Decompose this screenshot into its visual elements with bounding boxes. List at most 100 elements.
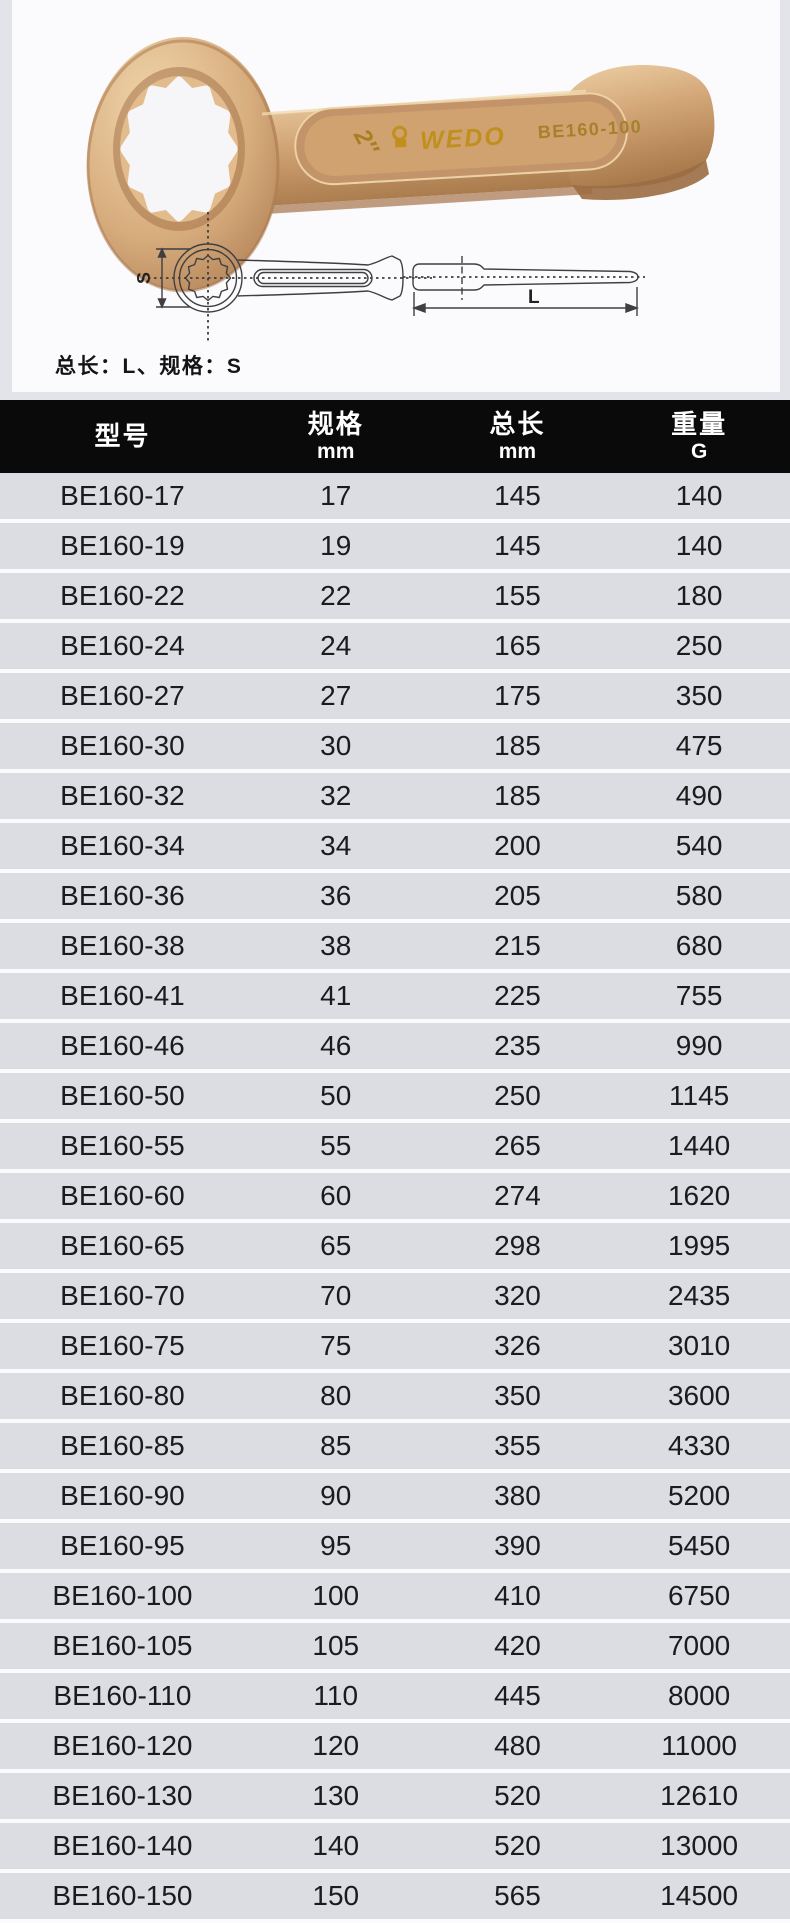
spec-cell: 38 — [320, 930, 352, 961]
table-body: BE160-17 17 145 140 BE160-19 19 145 140 BE160-22… — [0, 473, 790, 1923]
weight-cell: 7000 — [667, 1630, 731, 1661]
table-row: BE160-70 70 320 2435 — [0, 1273, 790, 1323]
weight-cell: 1620 — [667, 1180, 731, 1211]
length-cell: 355 — [494, 1430, 541, 1461]
spec-cell: 65 — [320, 1230, 352, 1261]
length-cell: 155 — [494, 580, 541, 611]
model-cell: BE160-70 — [60, 1280, 185, 1311]
column-title: 重量 — [671, 409, 728, 439]
model-cell: BE160-95 — [60, 1530, 185, 1561]
table-row: BE160-22 22 155 180 — [0, 573, 790, 623]
table-row: BE160-34 34 200 540 — [0, 823, 790, 873]
weight-cell: 11000 — [661, 1730, 737, 1761]
model-cell: BE160-46 — [60, 1030, 185, 1061]
spec-cell: 120 — [312, 1730, 360, 1761]
table-row: BE160-105 105 420 7000 — [0, 1623, 790, 1673]
table-row: BE160-32 32 185 490 — [0, 773, 790, 823]
spec-cell: 100 — [312, 1580, 360, 1611]
weight-cell: 755 — [675, 980, 723, 1011]
model-cell: BE160-36 — [60, 880, 185, 911]
spec-cell: 41 — [320, 980, 352, 1011]
model-cell: BE160-41 — [60, 980, 185, 1011]
model-cell: BE160-32 — [60, 780, 185, 811]
front-view: S — [134, 212, 432, 344]
table-row: BE160-41 41 225 755 — [0, 973, 790, 1023]
model-cell: BE160-19 — [60, 530, 185, 561]
weight-cell: 140 — [675, 530, 723, 561]
weight-cell: 8000 — [667, 1680, 731, 1711]
spec-cell: 75 — [320, 1330, 352, 1361]
weight-cell: 990 — [675, 1030, 723, 1061]
column-title: 规格 — [307, 409, 364, 439]
weight-cell: 5200 — [667, 1480, 731, 1511]
weight-cell: 1145 — [669, 1080, 730, 1111]
wedo-logo-icon — [392, 125, 408, 148]
weight-cell: 12610 — [660, 1780, 739, 1811]
length-cell: 350 — [494, 1380, 541, 1411]
spec-cell: 60 — [320, 1180, 352, 1211]
length-cell: 200 — [494, 830, 541, 861]
spec-cell: 50 — [320, 1080, 352, 1111]
weight-cell: 490 — [675, 780, 723, 811]
spec-cell: 140 — [312, 1830, 360, 1861]
product-photo-svg: 2″ WEDO BE160-100 — [86, 37, 715, 344]
spec-cell: 70 — [320, 1280, 352, 1311]
spec-cell: 55 — [320, 1130, 352, 1161]
column-header-length: 总长 mm — [427, 400, 609, 473]
length-cell: 520 — [494, 1780, 541, 1811]
model-cell: BE160-22 — [60, 580, 185, 611]
table-row: BE160-50 50 250 1145 — [0, 1073, 790, 1123]
table-row: BE160-27 27 175 350 — [0, 673, 790, 723]
length-cell: 185 — [494, 780, 541, 811]
table-row: BE160-100 100 410 6750 — [0, 1573, 790, 1623]
table-row: BE160-36 36 205 580 — [0, 873, 790, 923]
length-cell: 520 — [494, 1830, 541, 1861]
weight-cell: 1440 — [667, 1130, 731, 1161]
model-cell: BE160-80 — [60, 1380, 185, 1411]
weight-cell: 5450 — [667, 1530, 731, 1561]
length-cell: 445 — [494, 1680, 541, 1711]
side-view: L — [403, 256, 645, 316]
weight-cell: 3010 — [667, 1330, 731, 1361]
weight-cell: 250 — [675, 630, 723, 661]
model-cell: BE160-90 — [60, 1480, 185, 1511]
length-cell: 320 — [494, 1280, 541, 1311]
table-row: BE160-60 60 274 1620 — [0, 1173, 790, 1223]
table-row: BE160-24 24 165 250 — [0, 623, 790, 673]
model-cell: BE160-110 — [53, 1680, 192, 1711]
dimension-drawing: S L — [134, 212, 645, 344]
column-title: 总长 — [489, 409, 546, 439]
spec-cell: 95 — [320, 1530, 352, 1561]
spec-cell: 85 — [320, 1430, 352, 1461]
model-cell: BE160-17 — [60, 480, 185, 511]
weight-cell: 13000 — [660, 1830, 739, 1861]
spec-cell: 17 — [320, 480, 352, 511]
length-cell: 480 — [494, 1730, 541, 1761]
length-cell: 145 — [494, 480, 541, 511]
weight-cell: 14500 — [660, 1880, 739, 1911]
table-row: BE160-140 140 520 13000 — [0, 1823, 790, 1873]
spec-cell: 46 — [320, 1030, 352, 1061]
model-cell: BE160-65 — [60, 1230, 185, 1261]
model-cell: BE160-100 — [52, 1580, 193, 1611]
length-cell: 235 — [494, 1030, 541, 1061]
table-row: BE160-55 55 265 1440 — [0, 1123, 790, 1173]
engraving-capsule-inner — [304, 101, 618, 177]
engraving-area: 2″ WEDO BE160-100 — [294, 92, 643, 186]
column-unit: mm — [317, 440, 355, 463]
model-cell: BE160-55 — [60, 1130, 185, 1161]
model-cell: BE160-85 — [60, 1430, 185, 1461]
table-row: BE160-30 30 185 475 — [0, 723, 790, 773]
spec-cell: 130 — [312, 1780, 360, 1811]
weight-cell: 6750 — [667, 1580, 731, 1611]
model-cell: BE160-120 — [52, 1730, 193, 1761]
table-row: BE160-150 150 565 14500 — [0, 1873, 790, 1923]
length-cell: 165 — [494, 630, 541, 661]
table-row: BE160-130 130 520 12610 — [0, 1773, 790, 1823]
wrench-photo: 2″ WEDO BE160-100 — [86, 37, 715, 293]
model-cell: BE160-24 — [60, 630, 185, 661]
column-header-weight: 重量 G — [608, 400, 790, 473]
model-cell: BE160-75 — [60, 1330, 185, 1361]
model-cell: BE160-38 — [60, 930, 185, 961]
column-header-model: 型号 — [0, 400, 245, 473]
